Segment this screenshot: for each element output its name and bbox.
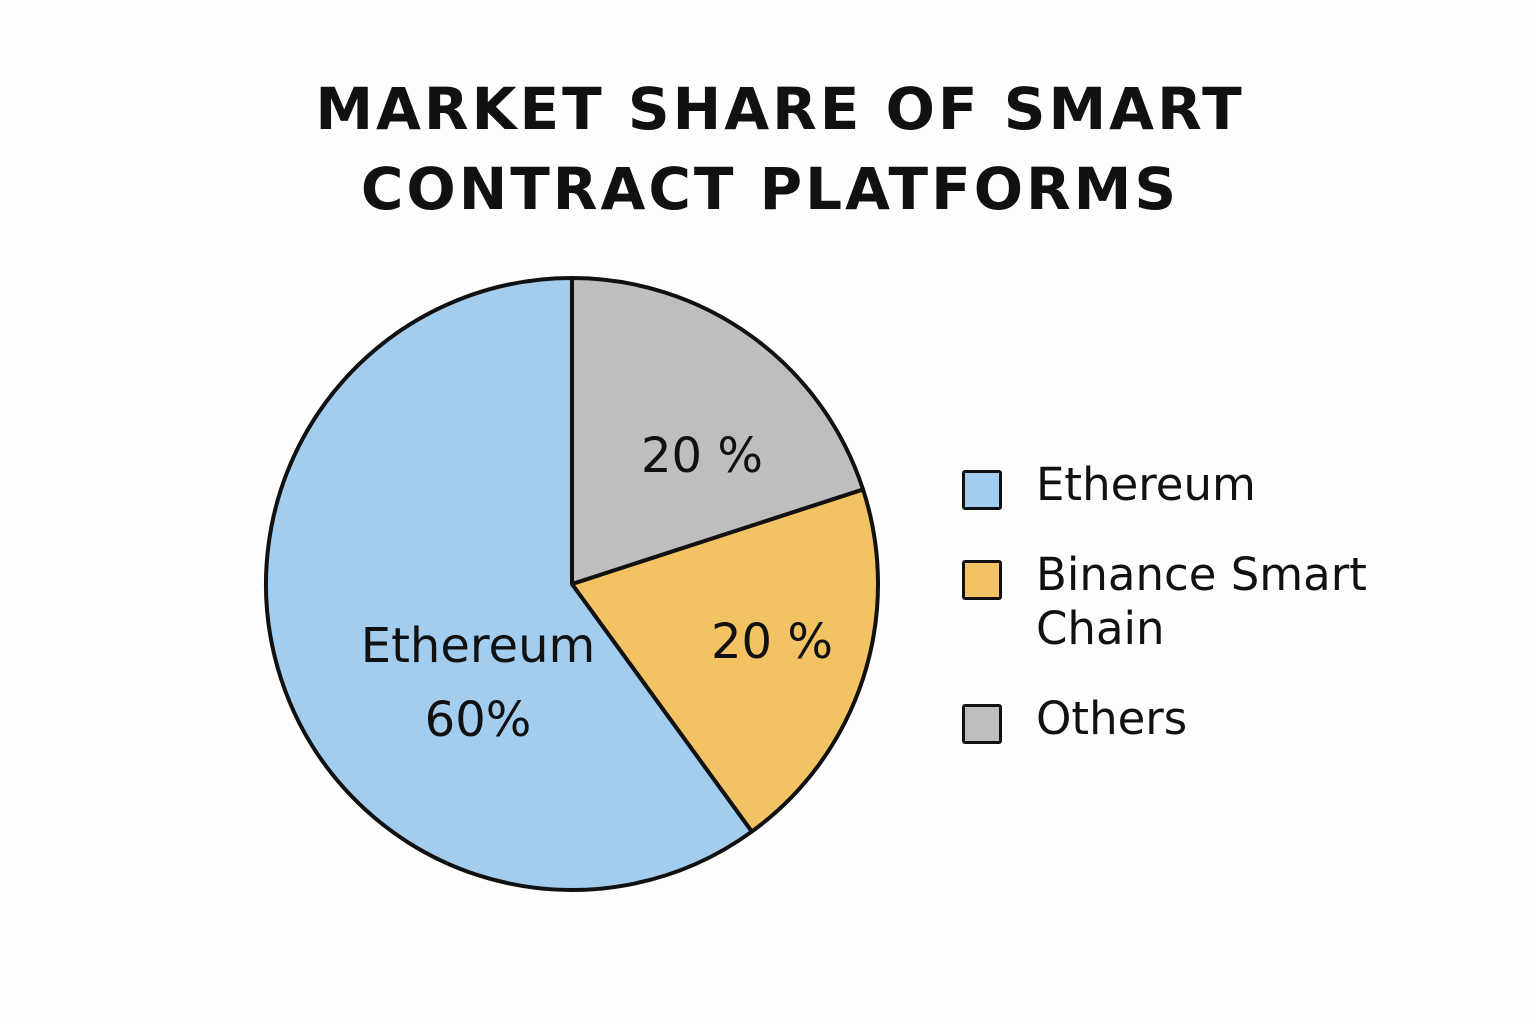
legend-swatch-binance-smart-chain <box>962 560 1002 600</box>
legend-item-binance-smart-chain: Binance Smart Chain <box>962 548 1482 656</box>
legend: Ethereum Binance Smart Chain Others <box>962 458 1482 782</box>
pie-slice-others <box>570 276 866 586</box>
legend-swatch-others <box>962 704 1002 744</box>
pie-slices <box>264 276 880 892</box>
slice-label-others: 20 % <box>711 614 833 670</box>
legend-swatch-ethereum <box>962 470 1002 510</box>
slice-label-ethereum-line-1: Ethereum <box>361 618 596 674</box>
slice-label-ethereum-line-2: 60% <box>425 692 532 748</box>
pie-slice-labels: Ethereum 60% 20 % 20 % <box>361 428 833 748</box>
slice-label-binance-smart-chain: 20 % <box>641 428 763 484</box>
legend-label-ethereum: Ethereum <box>1036 458 1256 511</box>
legend-label-others: Others <box>1036 692 1188 745</box>
pie-slice-ethereum <box>264 276 754 892</box>
legend-item-ethereum: Ethereum <box>962 458 1482 512</box>
pie-slice-binance-smart-chain <box>570 487 880 834</box>
legend-label-binance-smart-chain: Binance Smart Chain <box>1036 548 1367 655</box>
chart-title-line-1: MARKET SHARE OF SMART <box>315 75 1245 143</box>
legend-item-others: Others <box>962 692 1482 746</box>
chart-title-line-2: CONTRACT PLATFORMS <box>360 155 1180 223</box>
